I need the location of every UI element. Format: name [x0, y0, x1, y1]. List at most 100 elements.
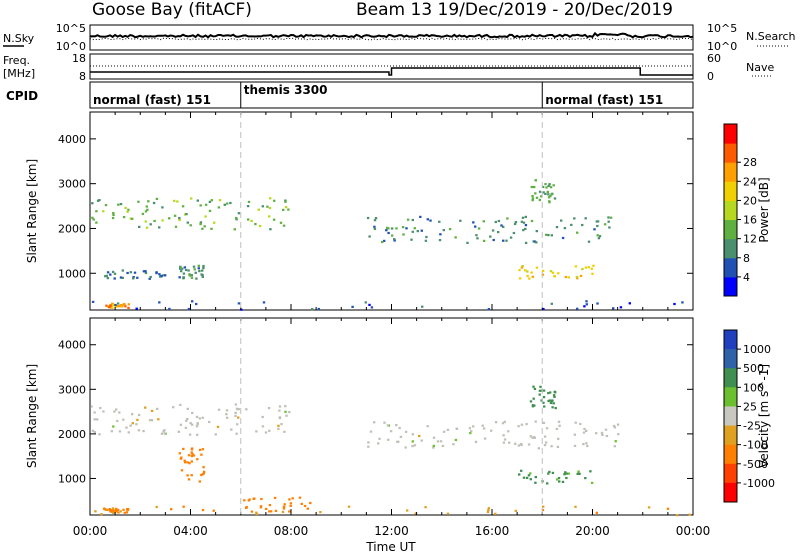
- scatter-cell: [112, 511, 115, 514]
- scatter-cell: [284, 410, 287, 413]
- scatter-cell: [596, 220, 600, 223]
- scatter-cell: [550, 193, 553, 196]
- colorbar-swatch: [724, 257, 737, 278]
- velocity-colorbar-tick: 25: [743, 400, 757, 413]
- scatter-cell: [158, 273, 161, 276]
- scatter-cell: [146, 208, 149, 211]
- scatter-cell: [226, 416, 229, 419]
- scatter-cell: [173, 199, 176, 202]
- scatter-cell: [131, 413, 134, 416]
- scatter-cell: [223, 203, 226, 206]
- scatter-cell: [587, 266, 590, 269]
- velocity-colorbar-tick: 1000: [743, 343, 771, 356]
- scatter-cell: [177, 430, 180, 433]
- scatter-cell: [247, 200, 251, 203]
- scatter-cell: [108, 508, 111, 511]
- scatter-cell: [524, 241, 528, 244]
- scatter-cell: [386, 424, 390, 427]
- scatter-cell: [490, 429, 493, 432]
- scatter-cell: [277, 427, 280, 430]
- scatter-cell: [387, 231, 390, 235]
- scatter-cell: [93, 418, 96, 421]
- scatter-cell: [96, 199, 100, 202]
- scatter-cell: [95, 221, 98, 224]
- scatter-cell: [235, 432, 238, 435]
- scatter-cell: [152, 201, 156, 205]
- scatter-cell: [544, 183, 547, 186]
- scatter-cell: [529, 400, 533, 403]
- scatter-cell: [416, 230, 419, 233]
- scatter-cell: [439, 440, 443, 443]
- scatter-cell: [418, 434, 421, 438]
- scatter-cell: [681, 301, 684, 304]
- scatter-cell: [213, 221, 216, 224]
- scatter-cell: [122, 418, 125, 421]
- scatter-cell: [476, 237, 479, 240]
- scatter-cell: [93, 411, 96, 414]
- scatter-cell: [688, 513, 691, 516]
- scatter-cell: [576, 231, 579, 234]
- scatter-cell: [527, 443, 531, 446]
- scatter-cell: [160, 274, 163, 277]
- scatter-cell: [160, 432, 164, 435]
- scatter-cell: [117, 203, 120, 206]
- scatter-cell: [245, 408, 248, 411]
- scatter-cell: [199, 223, 202, 226]
- scatter-cell: [539, 385, 542, 388]
- scatter-cell: [187, 454, 191, 457]
- scatter-cell: [90, 405, 93, 408]
- scatter-cell: [291, 497, 294, 500]
- scatter-cell: [319, 511, 322, 514]
- x-tick-label: 00:00: [676, 524, 711, 538]
- scatter-cell: [195, 415, 199, 418]
- scatter-cell: [199, 204, 202, 207]
- scatter-cell: [201, 227, 204, 230]
- scatter-cell: [530, 185, 533, 189]
- scatter-cell: [383, 239, 386, 242]
- scatter-cell: [517, 444, 521, 447]
- scatter-cell: [520, 220, 524, 223]
- scatter-cell: [155, 272, 158, 275]
- scatter-cell: [527, 474, 531, 477]
- scatter-cell: [118, 305, 121, 308]
- scatter-cell: [202, 466, 205, 469]
- scatter-cell: [111, 306, 114, 309]
- power-colorbar-tick: 24: [743, 175, 757, 188]
- scatter-cell: [404, 446, 407, 449]
- scatter-cell: [528, 277, 531, 280]
- scatter-cell: [247, 499, 250, 502]
- scatter-cell: [243, 499, 246, 502]
- scatter-cell: [554, 407, 557, 410]
- scatter-cell: [109, 304, 112, 307]
- colorbar-swatch: [724, 406, 737, 427]
- scatter-cell: [411, 230, 414, 233]
- scatter-cell: [557, 477, 561, 480]
- scatter-cell: [149, 275, 152, 279]
- scatter-cell: [494, 220, 497, 224]
- scatter-cell: [530, 219, 534, 223]
- scatter-cell: [188, 273, 191, 276]
- scatter-cell: [552, 184, 555, 187]
- scatter-cell: [529, 478, 532, 481]
- scatter-cell: [116, 305, 120, 308]
- scatter-cell: [268, 215, 271, 218]
- scatter-cell: [123, 511, 126, 514]
- x-tick-label: 20:00: [575, 524, 610, 538]
- scatter-cell: [202, 264, 205, 268]
- scatter-cell: [131, 217, 134, 220]
- scatter-cell: [582, 431, 586, 434]
- velocity-panel: 1000 2000 3000 4000: [58, 317, 694, 517]
- scatter-cell: [549, 270, 553, 273]
- scatter-cell: [303, 504, 307, 508]
- scatter-cell: [370, 306, 374, 309]
- scatter-cell: [127, 303, 130, 306]
- scatter-cell: [261, 205, 264, 208]
- scatter-cell: [545, 186, 548, 189]
- scatter-cell: [381, 240, 384, 244]
- scatter-cell: [214, 433, 217, 436]
- scatter-cell: [557, 437, 560, 440]
- frequency-panel: Freq. [MHz] 18 8 60 0 Nave: [3, 52, 774, 83]
- scatter-cell: [533, 436, 536, 439]
- scatter-cell: [216, 425, 220, 428]
- scatter-cell: [470, 430, 473, 433]
